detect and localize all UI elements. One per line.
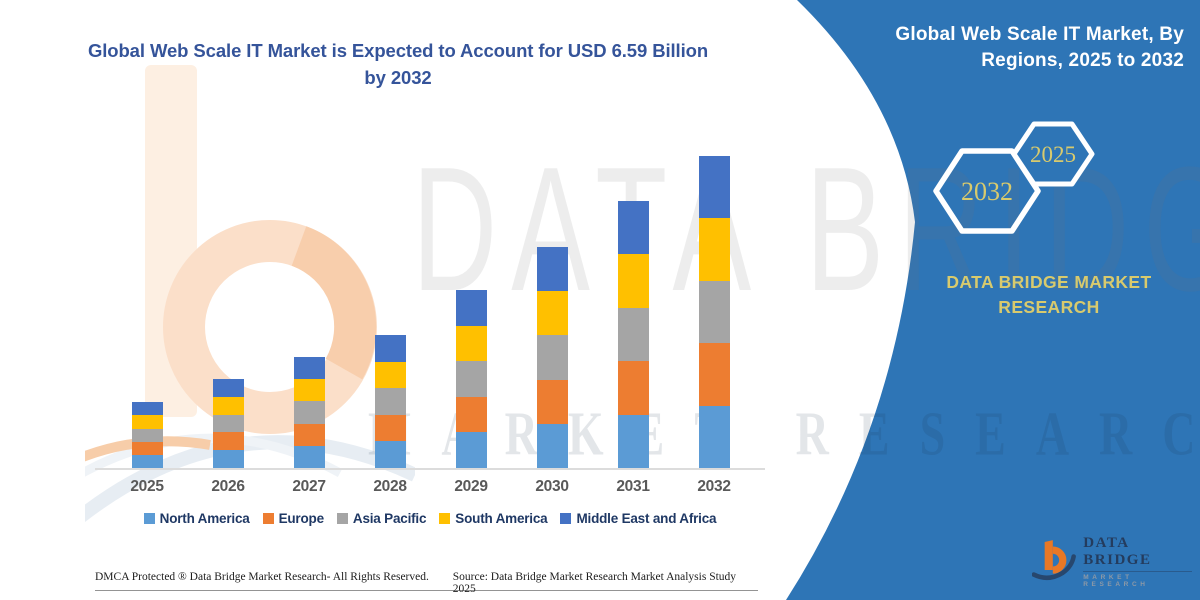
bar-2028	[374, 335, 406, 468]
footer-copyright: DMCA Protected ® Data Bridge Market Rese…	[95, 571, 429, 583]
legend-swatch	[560, 513, 572, 524]
logo-b-bowl	[1052, 546, 1067, 574]
bar-segment	[212, 396, 244, 415]
logo-b-stem	[1044, 540, 1053, 571]
legend-item: South America	[439, 511, 548, 526]
x-axis-label: 2025	[130, 478, 164, 495]
bar-segment	[293, 356, 325, 380]
hexagon-2025-label: 2025	[1030, 142, 1076, 167]
bar-segment	[212, 432, 244, 451]
bar-2029	[455, 290, 487, 468]
dbmr-subtitle: MARKET RESEARCH	[1083, 573, 1149, 588]
chart-legend: North America Europe Asia Pacific South Ame…	[85, 511, 775, 526]
bar-segment	[131, 428, 163, 442]
bar-segment	[293, 379, 325, 402]
bar-segment	[455, 290, 487, 326]
logo-swoosh	[1032, 554, 1076, 581]
hexagon-2032-label: 2032	[961, 177, 1013, 206]
x-axis-labels: 2025 2026 2027 2028 2029 2030 2031 2032	[95, 478, 765, 500]
bar-segment	[374, 441, 406, 468]
bar-2026	[212, 379, 244, 468]
bar-segment	[212, 450, 244, 468]
footer-divider	[95, 590, 758, 591]
legend-item: Europe	[262, 511, 325, 526]
bar-segment	[293, 423, 325, 446]
blue-panel-path	[786, 0, 1200, 600]
bar-segment	[536, 246, 568, 292]
bar-segment	[131, 454, 163, 468]
bar-segment	[617, 201, 649, 255]
plot-area	[95, 136, 765, 470]
bar-segment	[374, 388, 406, 415]
bar-2027	[293, 356, 325, 468]
legend-label: South America	[455, 511, 548, 526]
legend-item: Asia Pacific	[336, 511, 427, 526]
bar-segment	[536, 335, 568, 380]
bar-segment	[131, 415, 163, 429]
bar-segment	[131, 441, 163, 455]
bar-2032	[698, 156, 730, 468]
footer: DMCA Protected ® Data Bridge Market Rese…	[95, 571, 760, 595]
bar-segment	[455, 361, 487, 397]
bar-segment	[698, 343, 730, 406]
bar-segment	[455, 396, 487, 433]
hexagon-2032	[933, 148, 1041, 234]
x-axis-label: 2031	[616, 478, 650, 495]
dbmr-wordmark: DATA BRIDGE MARKET RESEARCH	[1083, 535, 1192, 588]
legend-item: North America	[143, 511, 250, 526]
legend-swatch	[143, 513, 155, 524]
bar-segment	[617, 307, 649, 362]
legend-label: Asia Pacific	[352, 511, 427, 526]
footer-source: Source: Data Bridge Market Research Mark…	[452, 571, 737, 595]
dbmr-logo: DATA BRIDGE MARKET RESEARCH	[1032, 530, 1192, 592]
x-axis-label: 2026	[211, 478, 245, 495]
legend-label: Middle East and Africa	[576, 511, 717, 526]
hexagon-2025	[1011, 121, 1095, 187]
page-title: Global Web Scale IT Market is Expected t…	[87, 40, 709, 88]
bar-segment	[698, 405, 730, 468]
bar-segment	[131, 402, 163, 416]
legend-swatch	[336, 513, 348, 524]
bar-segment	[698, 218, 730, 281]
bar-segment	[374, 414, 406, 442]
bar-segment	[212, 379, 244, 397]
bar-segment	[374, 335, 406, 362]
bar-segment	[293, 445, 325, 468]
x-axis-label: 2032	[697, 478, 731, 495]
bar-segment	[617, 361, 649, 415]
bar-segment	[212, 414, 244, 433]
legend-item: Middle East and Africa	[560, 511, 717, 526]
legend-label: North America	[159, 511, 250, 526]
bar-segment	[374, 361, 406, 389]
dbmr-logo-mark	[1032, 540, 1076, 581]
bar-2031	[617, 201, 649, 468]
bar-2030	[536, 246, 568, 468]
bar-segment	[617, 414, 649, 468]
bar-segment	[536, 291, 568, 336]
year-hexagons: 2032 2025	[933, 121, 1095, 234]
bar-segment	[698, 156, 730, 219]
brand-text: DATA BRIDGE MARKET RESEARCH	[946, 272, 1152, 318]
x-axis-label: 2027	[292, 478, 326, 495]
legend-swatch	[439, 513, 451, 524]
bar-segment	[455, 325, 487, 362]
bar-segment	[617, 254, 649, 308]
dbmr-name: DATA BRIDGE	[1083, 535, 1192, 572]
x-axis-label: 2029	[454, 478, 488, 495]
bar-segment	[536, 423, 568, 468]
x-axis-label: 2028	[373, 478, 407, 495]
legend-swatch	[262, 513, 274, 524]
bar-segment	[536, 379, 568, 424]
bar-segment	[293, 401, 325, 424]
panel-title: Global Web Scale IT Market, By Regions, …	[895, 24, 1184, 72]
bar-segment	[455, 432, 487, 468]
x-axis-label: 2030	[535, 478, 569, 495]
bar-segment	[698, 280, 730, 344]
legend-label: Europe	[278, 511, 325, 526]
bar-2025	[131, 402, 163, 468]
